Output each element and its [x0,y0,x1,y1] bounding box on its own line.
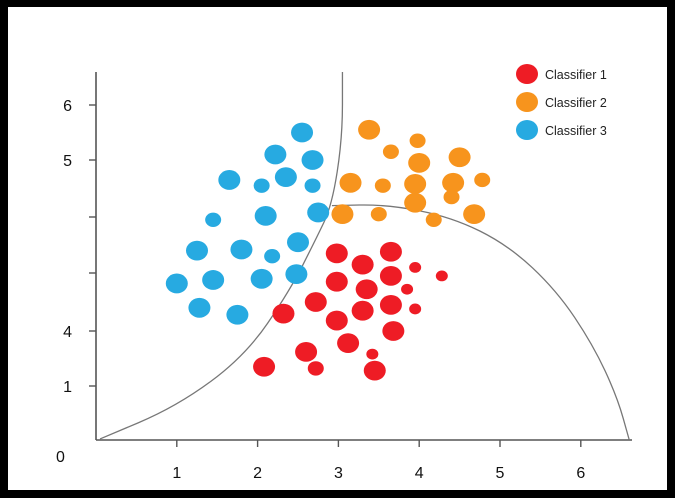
point-classifier-1-15 [409,303,422,315]
point-classifier-1-3 [379,241,402,262]
point-classifier-3-1 [291,122,314,143]
point-classifier-2-13 [404,192,427,213]
ticks: 1 2 3 4 5 6 1 4 5 6 [63,98,585,482]
point-classifier-3-5 [253,178,270,193]
point-classifier-1-5 [435,270,448,282]
x-tick-label-6: 6 [576,465,585,482]
x-tick-label-3: 3 [334,465,343,482]
point-classifier-1-21 [307,361,324,376]
series-classifier-1 [253,241,448,381]
point-classifier-1-1 [325,243,348,264]
x-tick-label-1: 1 [172,465,181,482]
point-classifier-3-9 [254,205,277,226]
point-classifier-2-2 [409,133,426,148]
point-classifier-1-9 [401,283,414,295]
point-classifier-3-18 [165,273,188,294]
series-classifier-2 [331,119,491,227]
legend-marker-classifier-2 [516,92,538,112]
point-classifier-2-8 [404,174,427,194]
legend-label-classifier-1: Classifier 1 [545,68,607,82]
y-tick-label-6: 6 [63,98,72,115]
x-tick-label-5: 5 [496,465,505,482]
point-classifier-3-3 [301,150,324,170]
decision-boundaries [99,72,630,441]
y-tick-label-2: 4 [63,324,72,341]
point-classifier-3-15 [202,270,225,290]
x-tick-label-4: 4 [415,465,424,482]
point-classifier-1-13 [351,300,374,321]
origin-label: 0 [56,449,65,466]
legend: Classifier 1 Classifier 2 Classifier 3 [516,64,607,140]
y-tick-label-5: 5 [63,153,72,170]
x-tick-label-2: 2 [253,465,262,482]
boundary-curve-1 [99,72,344,440]
point-classifier-1-11 [304,292,327,312]
legend-label-classifier-3: Classifier 3 [545,124,607,138]
point-classifier-2-11 [331,204,354,225]
point-classifier-1-17 [295,342,318,362]
data-points [165,119,491,381]
point-classifier-1-8 [379,266,402,286]
legend-label-classifier-2: Classifier 2 [545,96,607,110]
point-classifier-3-17 [285,264,308,285]
point-classifier-1-2 [351,254,374,275]
point-classifier-1-20 [253,356,276,377]
point-classifier-1-19 [366,348,379,360]
point-classifier-2-6 [339,172,362,193]
point-classifier-3-13 [264,249,281,264]
point-classifier-2-4 [408,152,431,173]
series-classifier-3 [165,122,330,325]
y-tick-label-1: 1 [63,379,72,396]
point-classifier-1-16 [382,321,405,341]
point-classifier-2-9 [442,172,465,193]
point-classifier-3-6 [274,167,297,188]
point-classifier-1-12 [325,310,348,331]
point-classifier-1-7 [355,279,378,300]
point-classifier-2-1 [358,119,381,140]
point-classifier-2-7 [374,178,391,193]
point-classifier-3-20 [226,304,249,325]
point-classifier-1-4 [409,262,422,273]
point-classifier-2-3 [382,144,399,159]
point-classifier-1-18 [337,333,360,353]
point-classifier-3-19 [188,297,211,318]
legend-marker-classifier-1 [516,64,538,84]
point-classifier-1-10 [272,303,295,324]
point-classifier-1-6 [325,271,348,292]
point-classifier-2-12 [370,206,387,222]
legend-marker-classifier-3 [516,120,538,140]
point-classifier-3-10 [307,202,330,223]
point-classifier-3-16 [250,268,273,289]
point-classifier-1-14 [379,295,402,315]
point-classifier-2-16 [425,212,442,227]
point-classifier-3-7 [304,178,321,193]
point-classifier-3-2 [264,144,287,165]
point-classifier-3-11 [186,240,208,261]
point-classifier-3-8 [205,212,222,227]
point-classifier-1-22 [363,360,386,381]
point-classifier-3-14 [287,232,309,253]
point-classifier-2-5 [448,147,471,168]
point-classifier-3-4 [218,170,241,190]
point-classifier-2-15 [463,204,486,225]
point-classifier-2-10 [474,172,491,188]
point-classifier-3-12 [230,239,253,260]
boundary-arc-2 [331,204,630,441]
axes: 0 [56,72,632,466]
point-classifier-2-14 [443,189,460,205]
